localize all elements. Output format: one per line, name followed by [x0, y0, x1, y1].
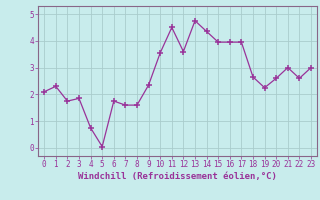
X-axis label: Windchill (Refroidissement éolien,°C): Windchill (Refroidissement éolien,°C) [78, 172, 277, 181]
